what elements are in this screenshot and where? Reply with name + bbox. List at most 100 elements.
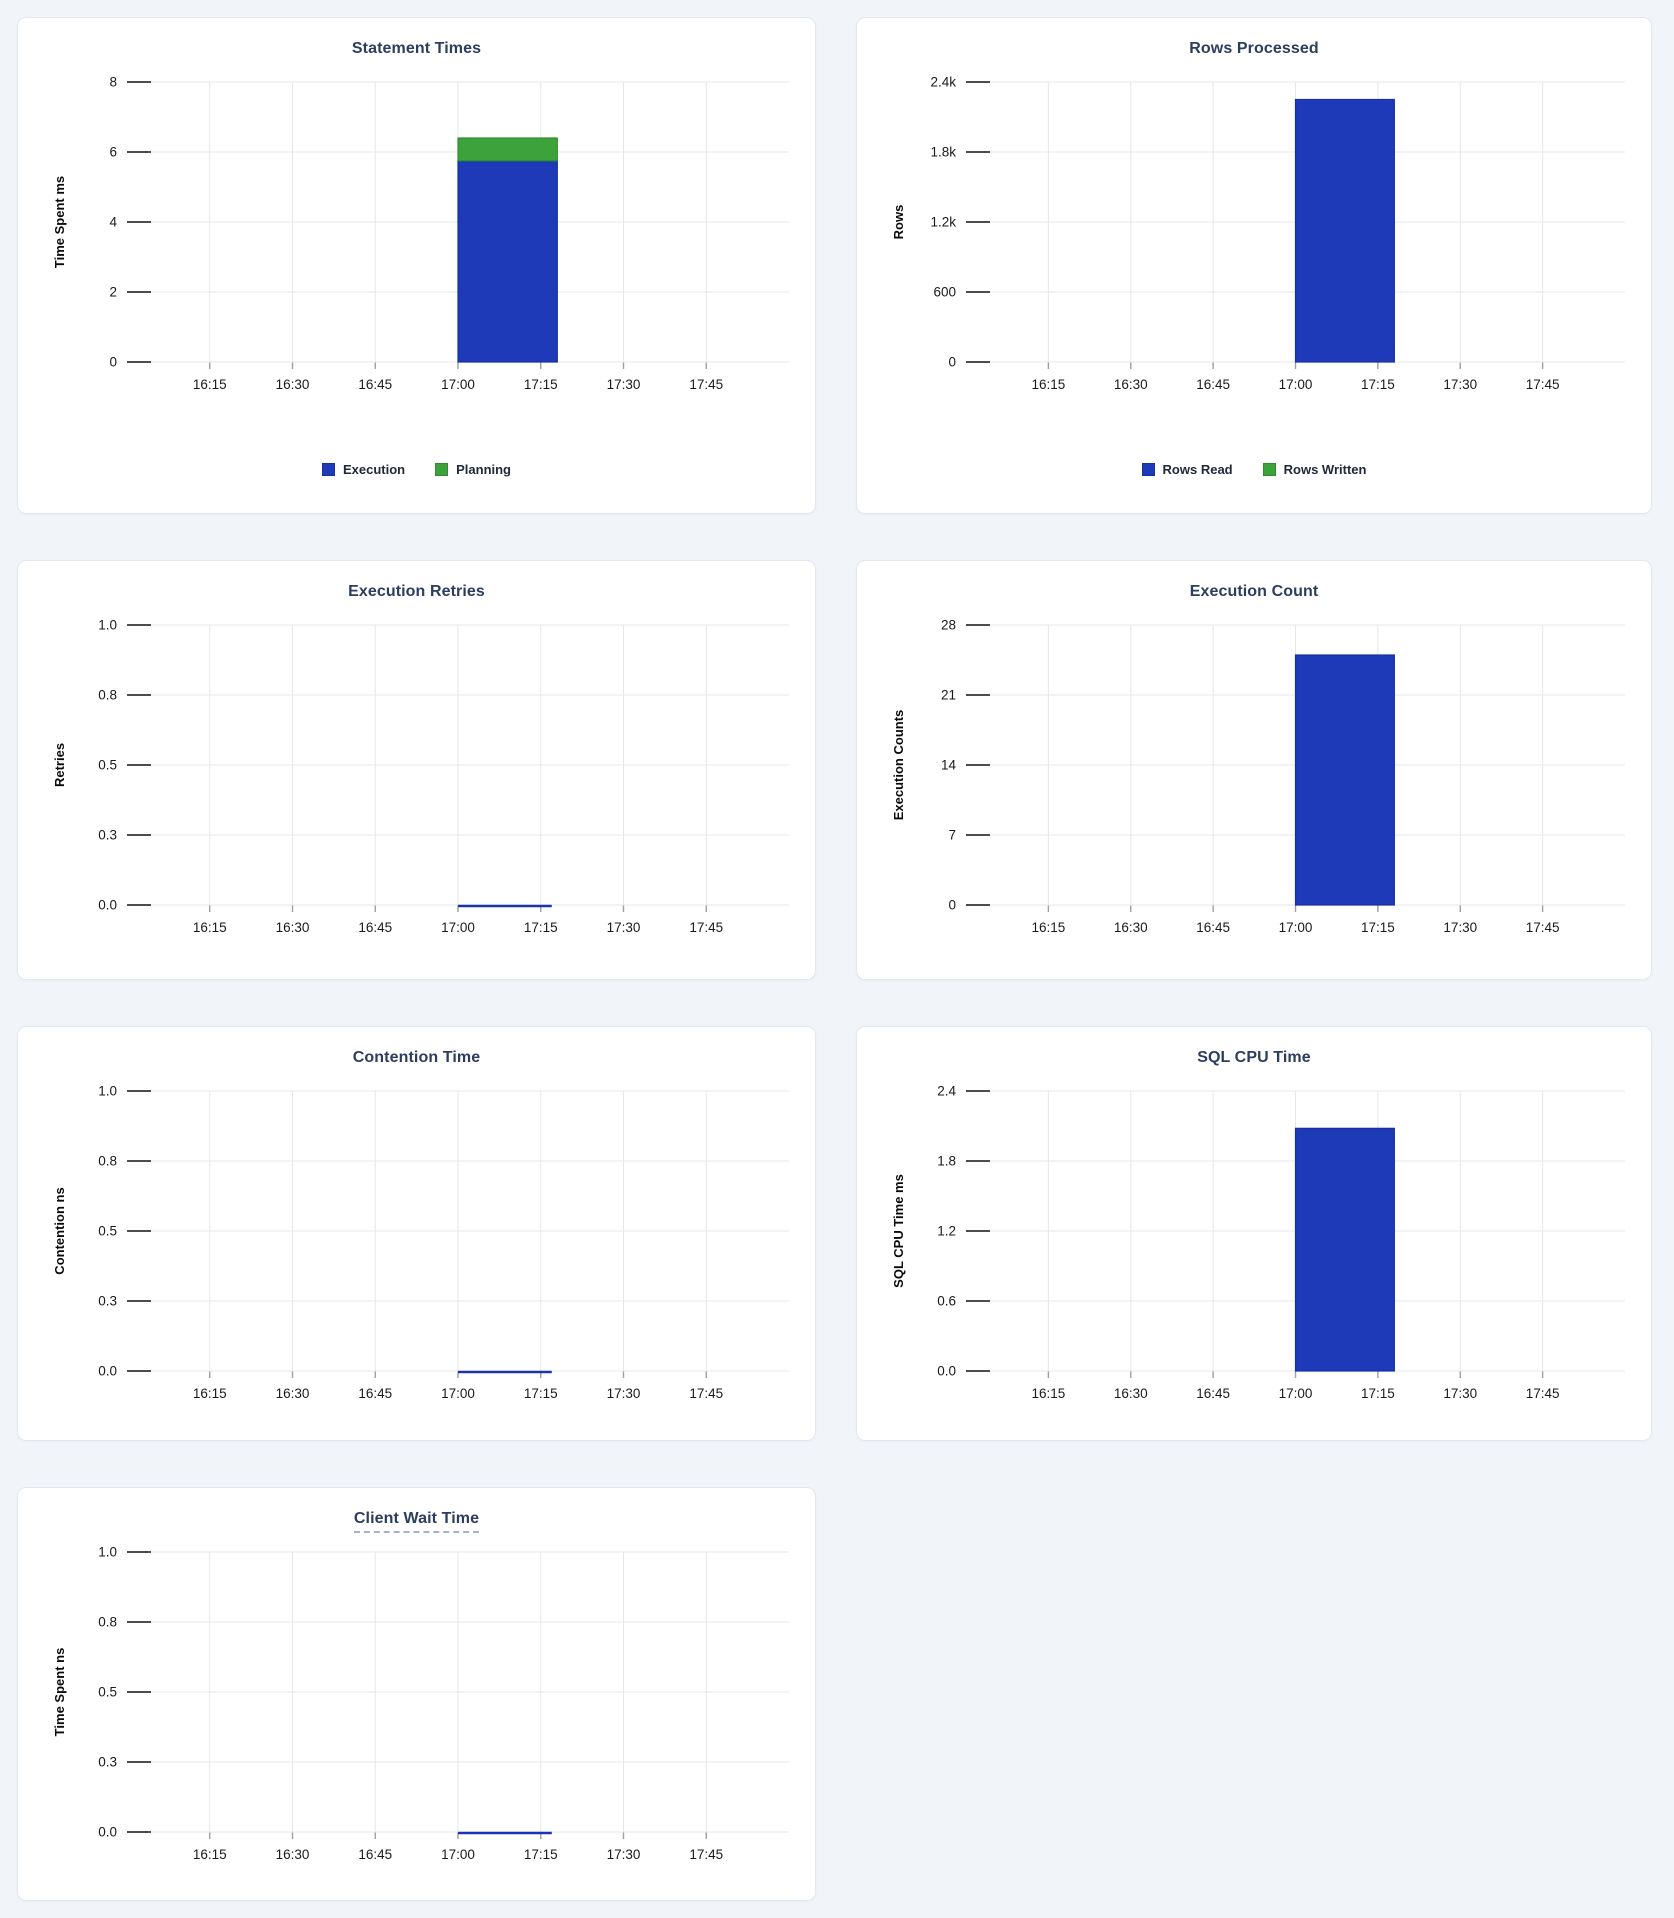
y-tick-label: 0 — [109, 355, 117, 370]
x-tick-label: 16:30 — [276, 1847, 310, 1862]
chart-title: Statement Times — [351, 40, 482, 57]
chart-title: Rows Processed — [1189, 40, 1319, 57]
legend-item-rows-read: Rows Read — [1141, 462, 1233, 477]
x-tick-label: 17:15 — [524, 1386, 558, 1401]
charts-grid: Statement Times 16:15 16:30 16:45 17:00 17:15… — [17, 17, 1653, 1901]
x-tick-label: 17:00 — [441, 920, 475, 935]
y-tick-label: 21 — [941, 688, 956, 703]
x-tick-label: 17:30 — [607, 1847, 641, 1862]
y-tick-label: 14 — [941, 758, 957, 773]
x-tick-label: 17:00 — [441, 1386, 475, 1401]
chart-title-wrap: Execution Count — [857, 583, 1651, 601]
x-tick-label: 16:30 — [276, 1386, 310, 1401]
y-tick-label: 1.2k — [930, 215, 956, 230]
y-tick-label: 0.0 — [98, 898, 117, 913]
y-tick-label: 2 — [109, 285, 117, 300]
chart-plot: 16:15 16:30 16:45 17:00 17:15 17:30 17:45 0.0 0.… — [52, 1545, 789, 1862]
x-tick-label: 17:45 — [1526, 920, 1560, 935]
x-tick-label: 17:45 — [689, 377, 723, 392]
chart-legend: Execution Planning — [18, 462, 815, 477]
legend-label: Rows Written — [1283, 462, 1367, 477]
x-tick-label: 16:45 — [358, 1386, 392, 1401]
x-tick-label: 16:15 — [193, 1386, 227, 1401]
chart-title-wrap: Contention Time — [18, 1049, 815, 1067]
y-tick-label: 2.4 — [937, 1084, 956, 1099]
y-tick-label: 0.0 — [937, 1364, 956, 1379]
x-tick-label: 16:15 — [193, 920, 227, 935]
y-tick-label: 8 — [109, 75, 117, 90]
x-tick-label: 17:15 — [524, 920, 558, 935]
x-tick-label: 17:00 — [1279, 377, 1313, 392]
x-tick-label: 16:30 — [1114, 377, 1148, 392]
x-tick-label: 17:45 — [689, 1386, 723, 1401]
chart-card-contention-time: Contention Time 16:15 16:30 16:45 17:00 17:15… — [17, 1026, 816, 1441]
legend-label: Planning — [456, 462, 511, 477]
y-tick-label: 7 — [948, 828, 956, 843]
x-tick-label: 16:15 — [193, 377, 227, 392]
y-tick-label: 0.8 — [98, 1154, 117, 1169]
legend-swatch-green — [1262, 463, 1276, 476]
chart-plot: 16:15 16:30 16:45 17:00 17:15 17:30 17:45 0.0 0.… — [52, 618, 789, 935]
x-tick-label: 16:45 — [358, 920, 392, 935]
x-tick-label: 17:15 — [1361, 920, 1395, 935]
x-tick-label: 17:45 — [689, 1847, 723, 1862]
y-tick-label: 6 — [109, 145, 117, 160]
chart-plot: 16:15 16:30 16:45 17:00 17:15 17:30 17:45 0 7 14 2… — [891, 618, 1625, 935]
y-tick-label: 1.0 — [98, 1545, 117, 1560]
x-tick-label: 17:30 — [607, 920, 641, 935]
chart-title-wrap: Statement Times — [18, 40, 815, 58]
x-tick-label: 16:45 — [1196, 920, 1230, 935]
chart-title: Contention Time — [352, 1049, 481, 1066]
x-tick-label: 17:00 — [1279, 1386, 1313, 1401]
x-tick-label: 17:30 — [1443, 377, 1477, 392]
y-tick-label: 0.8 — [98, 1615, 117, 1630]
x-tick-label: 16:45 — [358, 377, 392, 392]
chart-card-statement-times: Statement Times 16:15 16:30 16:45 17:00 17:15… — [17, 17, 816, 514]
x-tick-label: 17:45 — [689, 920, 723, 935]
y-tick-label: 0.3 — [98, 1755, 117, 1770]
y-tick-label: 0 — [948, 355, 956, 370]
legend-label: Rows Read — [1162, 462, 1233, 477]
y-tick-label: 2.4k — [930, 75, 956, 90]
x-tick-label: 16:15 — [193, 1847, 227, 1862]
chart-legend: Rows Read Rows Written — [857, 462, 1651, 477]
chart-title-wrap: Client Wait Time — [18, 1510, 815, 1533]
y-axis-label: Retries — [52, 743, 67, 787]
x-tick-label: 16:15 — [1031, 1386, 1065, 1401]
x-tick-label: 17:00 — [1279, 920, 1313, 935]
bar-segment-execution — [457, 160, 558, 363]
chart-title-wrap: Execution Retries — [18, 583, 815, 601]
y-tick-label: 0.3 — [98, 828, 117, 843]
x-tick-label: 16:45 — [1196, 377, 1230, 392]
y-axis-label: Execution Counts — [891, 710, 906, 821]
x-tick-label: 16:30 — [276, 920, 310, 935]
legend-swatch-blue — [1141, 463, 1155, 476]
legend-swatch-blue — [321, 463, 335, 476]
x-tick-label: 17:15 — [1361, 377, 1395, 392]
legend-item-rows-written: Rows Written — [1262, 462, 1367, 477]
x-tick-label: 17:15 — [524, 1847, 558, 1862]
bar-segment-sql-cpu-time — [1294, 1127, 1395, 1372]
chart-title: Execution Retries — [348, 583, 485, 600]
legend-label: Execution — [342, 462, 406, 477]
y-tick-label: 1.2 — [937, 1224, 956, 1239]
y-tick-label: 1.8k — [930, 145, 956, 160]
y-tick-label: 0.6 — [937, 1294, 956, 1309]
y-tick-label: 28 — [941, 618, 956, 633]
x-tick-label: 17:45 — [1526, 377, 1560, 392]
x-tick-label: 17:30 — [607, 1386, 641, 1401]
y-tick-label: 1.0 — [98, 618, 117, 633]
legend-item-planning: Planning — [435, 462, 511, 477]
chart-title: SQL CPU Time — [1197, 1049, 1311, 1066]
chart-card-sql-cpu-time: SQL CPU Time 16:15 16:30 16:45 17:00 17:15 17:… — [856, 1026, 1652, 1441]
x-tick-label: 17:45 — [1526, 1386, 1560, 1401]
y-axis-label: Time Spent ms — [52, 176, 67, 268]
chart-card-execution-retries: Execution Retries 16:15 16:30 16:45 17:00 17:… — [17, 560, 816, 980]
y-axis-label: SQL CPU Time ms — [891, 1174, 906, 1288]
bar-segment-rows-read — [1294, 98, 1395, 363]
y-tick-label: 600 — [933, 285, 956, 300]
y-tick-label: 0.8 — [98, 688, 117, 703]
x-tick-label: 17:30 — [1443, 1386, 1477, 1401]
y-axis-label: Rows — [891, 205, 906, 240]
